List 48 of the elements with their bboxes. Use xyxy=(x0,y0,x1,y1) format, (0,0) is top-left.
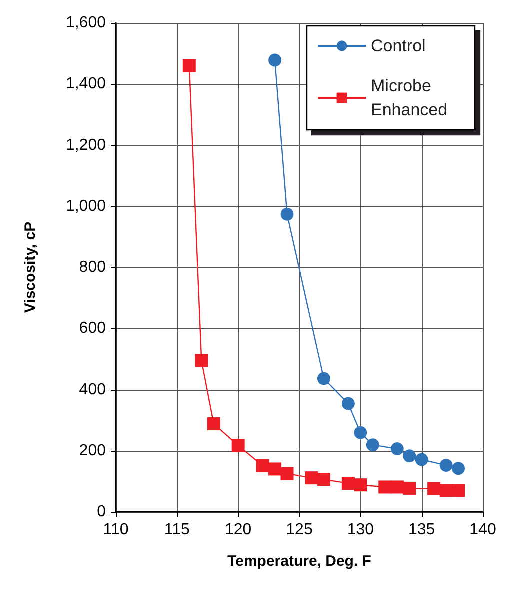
point xyxy=(195,354,208,368)
x-tick-label: 130 xyxy=(347,522,374,538)
point xyxy=(342,477,355,490)
point xyxy=(440,459,453,472)
point xyxy=(182,59,196,72)
x-tick-label: 120 xyxy=(224,522,252,538)
y-tick-label: 800 xyxy=(79,259,106,276)
point xyxy=(440,484,453,498)
x-tick-label: 115 xyxy=(164,522,190,538)
point xyxy=(232,439,245,452)
point xyxy=(378,480,392,494)
point xyxy=(317,473,330,486)
point xyxy=(354,426,368,440)
y-tick-label: 1,600 xyxy=(66,14,106,32)
x-tick-label: 125 xyxy=(286,522,313,538)
point xyxy=(452,462,466,476)
point xyxy=(390,480,404,494)
point xyxy=(305,472,318,485)
legend-label: Microbe Enhanced xyxy=(371,76,448,120)
point xyxy=(428,482,441,496)
point xyxy=(268,54,282,67)
point xyxy=(366,438,380,452)
point xyxy=(207,417,220,430)
point xyxy=(280,467,294,480)
y-tick-label: 400 xyxy=(79,381,106,398)
y-tick-label: 1,400 xyxy=(66,76,106,93)
point xyxy=(415,453,428,466)
x-axis-title: Temperature, Deg. F xyxy=(228,553,372,570)
y-tick-label: 1,200 xyxy=(66,136,106,154)
y-tick-label: 0 xyxy=(97,504,106,520)
point xyxy=(354,478,368,492)
y-axis-title: Viscosity, cP xyxy=(22,222,39,314)
x-tick-label: 135 xyxy=(408,522,436,538)
point xyxy=(256,459,270,472)
x-tick-label: 110 xyxy=(103,522,129,538)
point xyxy=(452,484,466,498)
point xyxy=(280,208,294,221)
y-tick-label: 1,000 xyxy=(66,198,106,215)
point xyxy=(403,482,416,495)
point xyxy=(317,372,330,386)
point xyxy=(390,442,404,456)
x-tick-label: 140 xyxy=(470,522,496,538)
point xyxy=(268,462,282,476)
y-tick-label: 200 xyxy=(79,442,106,460)
y-tick-label: 600 xyxy=(79,320,106,338)
point xyxy=(342,397,355,410)
point xyxy=(403,450,416,463)
legend-label: Control xyxy=(371,36,426,56)
